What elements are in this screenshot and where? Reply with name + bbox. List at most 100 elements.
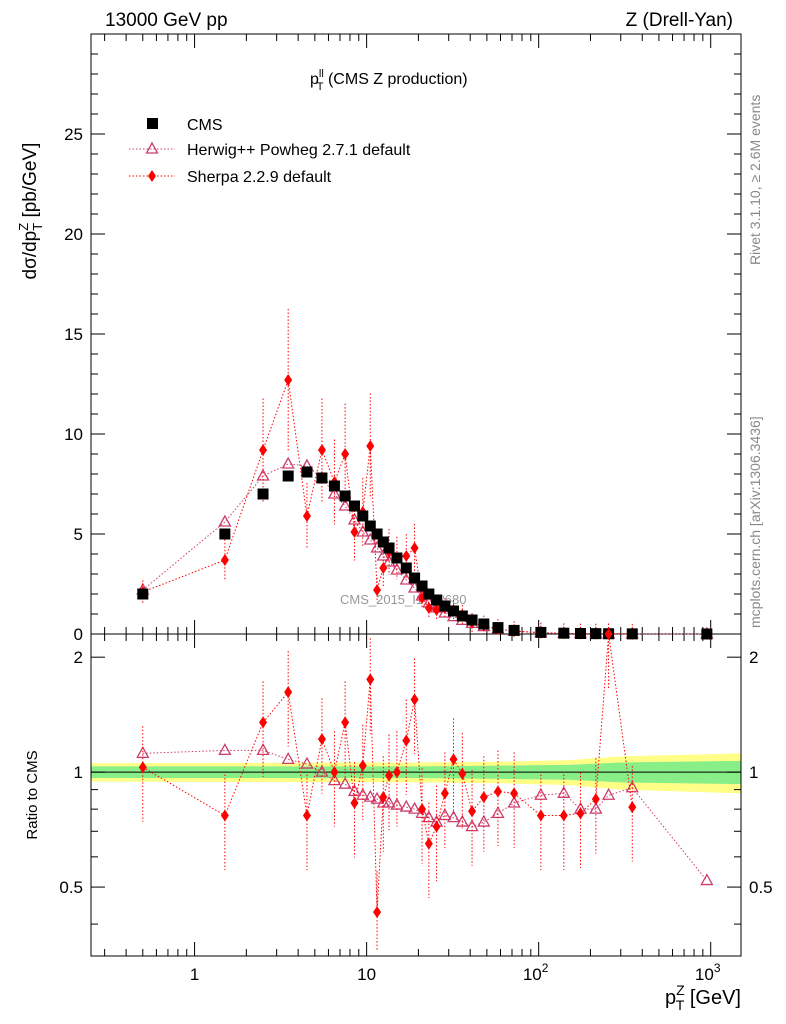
sherpa-ratio-point — [410, 693, 419, 706]
herwig-ratio-point — [491, 805, 505, 818]
header-left: 13000 GeV pp — [105, 10, 228, 31]
ylabel-unit: [pb/GeV] — [20, 143, 41, 223]
sherpa-ratio-point — [591, 793, 600, 806]
sherpa-ratio-point — [432, 820, 441, 833]
sherpa-ratio-point — [302, 809, 311, 822]
herwig-ratio-point — [589, 801, 603, 814]
ratio-y-tick-label: 2 — [74, 648, 83, 667]
legend-herwig-marker — [145, 141, 159, 154]
herwig-ratio-point — [256, 743, 270, 756]
cms-point — [301, 466, 313, 478]
ratio-uncertainty-bands — [91, 753, 741, 794]
header-right: Z (Drell-Yan) — [626, 10, 733, 31]
herwig-ratio-point — [507, 795, 521, 808]
data-marks — [136, 308, 714, 952]
legend-herwig-label: Herwig++ Powheg 2.7.1 default — [187, 142, 411, 159]
ratio-y-tick-label-right: 2 — [749, 648, 758, 667]
sherpa-point — [302, 510, 311, 522]
mcplots-label: mcplots.cern.ch [arXiv:1306.3436] — [747, 416, 763, 628]
herwig-ratio-point — [363, 789, 377, 802]
herwig-ratio-point — [370, 791, 384, 804]
sherpa-ratio-point — [373, 906, 382, 919]
legend-cms-marker — [147, 118, 158, 129]
herwig-ratio-point — [446, 810, 461, 823]
main-y-tick-label: 15 — [64, 325, 83, 344]
sherpa-ratio-point — [220, 809, 229, 822]
cms-point — [492, 622, 504, 634]
sherpa-ratio-point — [418, 803, 427, 816]
legend-sherpa-marker — [148, 170, 156, 182]
sherpa-ratio-point — [458, 767, 467, 780]
main-y-tick-label: 25 — [64, 125, 83, 144]
sherpa-ratio-point — [341, 716, 350, 729]
sherpa-ratio-point — [510, 787, 519, 800]
cms-point — [400, 562, 412, 574]
sherpa-ratio-point — [402, 734, 411, 747]
cms-point — [626, 628, 638, 640]
sherpa-point — [350, 526, 359, 538]
main-y-tick-label: 5 — [74, 525, 83, 544]
sherpa-point — [379, 562, 388, 574]
herwig-ratio-point — [218, 743, 232, 756]
sherpa-ratio-point — [392, 766, 401, 779]
herwig-ratio-point — [422, 810, 436, 823]
cms-point — [371, 528, 383, 540]
sherpa-ratio-point — [366, 673, 375, 686]
sherpa-ratio-point — [479, 791, 488, 804]
sherpa-ratio-point — [449, 753, 458, 766]
herwig-ratio-point — [477, 814, 491, 827]
herwig-point — [399, 572, 413, 585]
sherpa-ratio-point — [536, 809, 545, 822]
herwig-point — [281, 456, 295, 469]
sherpa-ratio-point — [493, 785, 502, 798]
herwig-ratio-point — [136, 745, 150, 758]
cms-point — [508, 624, 520, 636]
sherpa-point — [317, 444, 326, 456]
cms-point — [137, 588, 149, 600]
title-sup: ll — [319, 68, 324, 80]
herwig-ratio-point — [700, 873, 714, 886]
sherpa-ratio-point — [358, 759, 367, 772]
cms-point — [456, 610, 468, 622]
sherpa-point — [432, 604, 441, 616]
cms-point — [423, 588, 435, 600]
cms-point — [391, 552, 403, 564]
cms-point — [431, 594, 443, 606]
sherpa-point — [220, 554, 229, 566]
rivet-label: Rivet 3.1.10, ≥ 2.6M events — [747, 95, 763, 265]
cms-point — [339, 490, 351, 502]
x-tick-label: 10 — [357, 965, 376, 984]
ylabel-sup: Z — [16, 223, 31, 231]
cms-point — [282, 470, 294, 482]
legend-sherpa-label: Sherpa 2.2.9 default — [187, 169, 332, 186]
cms-point — [364, 520, 376, 532]
cms-point — [219, 528, 231, 540]
cms-point — [416, 580, 428, 592]
herwig-line — [142, 463, 707, 635]
cms-point — [257, 488, 269, 500]
herwig-ratio-line — [142, 749, 708, 881]
herwig-point — [390, 562, 404, 575]
x-tick-label: 103 — [695, 961, 721, 984]
xlabel-sub: T — [676, 997, 685, 1013]
herwig-ratio-point — [534, 787, 548, 800]
cms-point — [701, 628, 713, 640]
cms-point — [466, 614, 478, 626]
xlabel-unit: [GeV] — [684, 987, 741, 1009]
x-tick-label: 1 — [190, 965, 199, 984]
cms-point — [328, 480, 340, 492]
cms-point — [357, 510, 369, 522]
sherpa-ratio-point — [259, 716, 268, 729]
sherpa-point — [410, 542, 419, 554]
title-sub: T — [317, 81, 324, 93]
herwig-point — [347, 512, 362, 525]
sherpa-ratio-point — [424, 837, 433, 850]
main-y-tick-label: 0 — [74, 625, 83, 644]
sherpa-point — [424, 602, 433, 614]
cms-point — [590, 628, 602, 640]
cms-point — [439, 600, 451, 612]
cms-point — [478, 618, 490, 630]
herwig-ratio-point — [281, 752, 295, 765]
herwig-ratio-point — [407, 801, 422, 814]
